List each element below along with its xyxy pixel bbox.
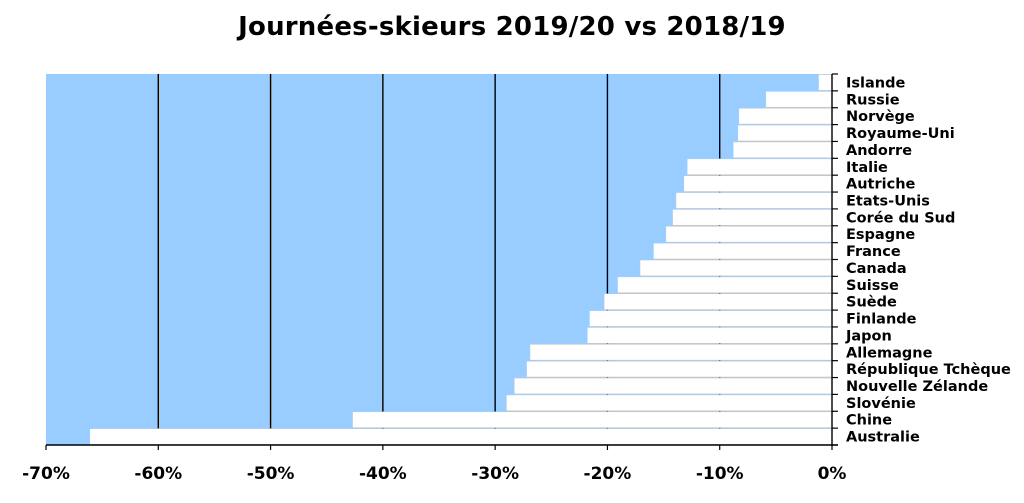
x-tick-label: -50% <box>247 464 295 484</box>
bar <box>653 242 833 260</box>
bar <box>513 377 833 395</box>
bar <box>589 310 833 327</box>
category-label: Norvège <box>846 109 915 125</box>
bar <box>732 141 833 159</box>
bar <box>683 175 833 192</box>
category-label: Corée du Sud <box>846 210 955 226</box>
category-label: Slovénie <box>846 396 916 412</box>
category-label: Suède <box>846 295 897 311</box>
x-tick-label: -70% <box>22 464 70 484</box>
category-label: Nouvelle Zélande <box>846 379 988 395</box>
bar <box>765 91 833 108</box>
bar <box>818 74 833 91</box>
bar <box>665 225 833 243</box>
category-label: Etats-Unis <box>846 193 930 209</box>
bar <box>529 344 833 361</box>
x-tick-label: -20% <box>584 464 632 484</box>
x-tick-label: 0% <box>818 464 847 484</box>
bar <box>586 327 833 344</box>
bar <box>603 293 833 310</box>
bars <box>89 74 833 445</box>
bar <box>89 428 833 445</box>
category-label: Canada <box>846 261 907 277</box>
bar <box>526 360 833 378</box>
category-label: République Tchèque <box>846 362 1011 378</box>
category-label: Finlande <box>846 312 917 328</box>
bar <box>672 209 833 226</box>
category-label: Andorre <box>846 143 912 159</box>
x-tick-label: -30% <box>471 464 519 484</box>
bar <box>506 394 833 412</box>
x-tick-label: -40% <box>359 464 407 484</box>
category-label: Espagne <box>846 227 915 243</box>
category-label: Royaume-Uni <box>846 126 955 142</box>
axes <box>45 73 838 450</box>
bar <box>352 411 833 428</box>
category-label: Russie <box>846 92 900 108</box>
category-label: Japon <box>845 328 892 344</box>
category-labels: IslandeRussieNorvègeRoyaume-UniAndorreIt… <box>845 75 1011 445</box>
category-label: Chine <box>846 413 892 429</box>
category-label: Australie <box>846 430 920 446</box>
bar <box>686 158 833 175</box>
category-label: France <box>846 244 901 260</box>
category-label: Autriche <box>846 177 916 193</box>
bar <box>737 124 833 142</box>
x-tick-label: -60% <box>134 464 182 484</box>
category-label: Suisse <box>846 278 899 294</box>
category-label: Allemagne <box>846 345 933 361</box>
bar <box>617 276 833 294</box>
chart-title: Journées-skieurs 2019/20 vs 2018/19 <box>238 12 786 42</box>
x-tick-label: -10% <box>696 464 744 484</box>
category-label: Italie <box>846 160 888 176</box>
bar <box>675 192 833 209</box>
bar <box>738 107 833 125</box>
x-tick-labels: -70% -60% -50% -40% -30% -20% -10% 0% <box>22 464 846 484</box>
category-label: Islande <box>846 75 905 91</box>
bar <box>639 259 833 277</box>
